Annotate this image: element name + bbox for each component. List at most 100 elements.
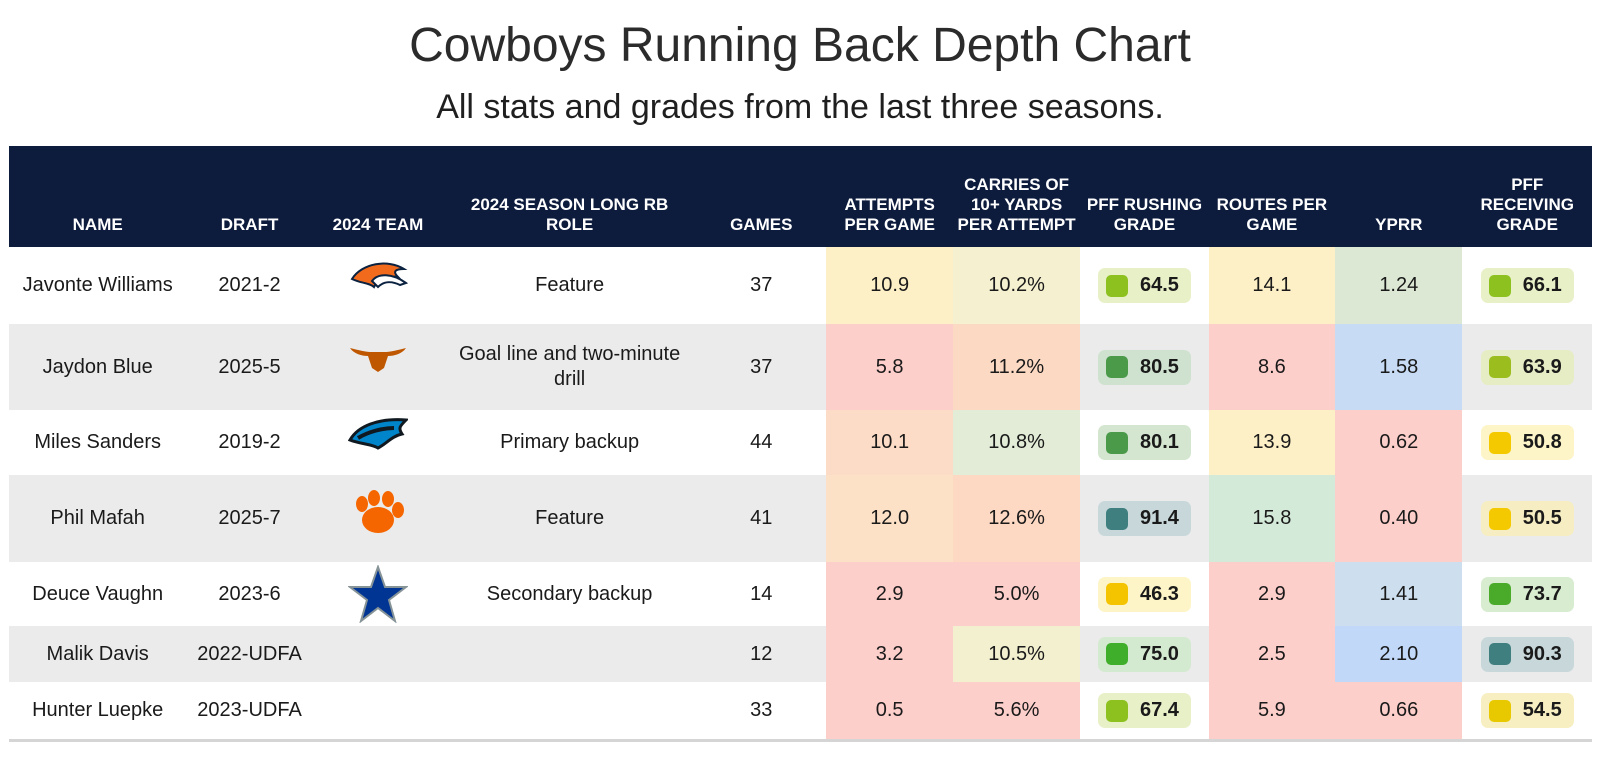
column-header[interactable]: 2024 TEAM — [332, 215, 424, 234]
rushing-grade-cell: 46.3 — [1080, 562, 1208, 626]
receiving-grade-value: 63.9 — [1522, 355, 1562, 378]
grade-color-swatch — [1488, 699, 1511, 722]
games-value: 37 — [750, 274, 773, 296]
team-logo-cell — [313, 410, 443, 475]
games-value: 37 — [750, 355, 773, 378]
draft-value: 2019-2 — [218, 431, 281, 453]
column-header[interactable]: ROUTES PER GAME — [1216, 195, 1328, 234]
grade-color-swatch — [1106, 583, 1128, 605]
table-row: Phil Mafah 2025-7 Feature 41 12.0 12.6% 91.4 15… — [9, 475, 1592, 562]
column-header[interactable]: PFF RECEIVING GRADE — [1480, 175, 1574, 234]
table-row: Jaydon Blue 2025-5 Goal line and two-minut… — [9, 324, 1592, 410]
column-header[interactable]: 2024 SEASON LONG RB ROLE — [470, 195, 669, 234]
routes-per-game-value: 5.9 — [1208, 682, 1336, 739]
player-name: Jaydon Blue — [42, 355, 153, 378]
team-logo-cell — [313, 682, 443, 739]
column-header[interactable]: NAME — [72, 215, 123, 234]
player-name: Hunter Luepke — [32, 699, 164, 721]
rb-role: Feature — [535, 274, 605, 296]
rushing-grade-value: 64.5 — [1140, 274, 1179, 296]
receiving-grade-badge: 73.7 — [1480, 576, 1574, 612]
player-name: Phil Mafah — [50, 507, 145, 529]
rb-role — [443, 682, 696, 739]
rushing-grade-value: 91.4 — [1140, 507, 1179, 529]
games-value: 41 — [750, 507, 773, 529]
rushing-grade-badge: 67.4 — [1098, 693, 1191, 728]
games-value: 12 — [750, 642, 773, 665]
receiving-grade-badge: 54.5 — [1480, 693, 1574, 728]
column-header[interactable]: CARRIES OF 10+ YARDS PER ATTEMPT — [957, 175, 1076, 234]
yprr-value: 0.66 — [1335, 682, 1463, 739]
carries-10-plus-value: 10.8% — [952, 410, 1081, 475]
yprr-value: 0.40 — [1335, 475, 1463, 562]
clemson-logo — [355, 489, 404, 533]
rushing-grade-badge: 91.4 — [1098, 501, 1191, 536]
receiving-grade-value: 66.1 — [1522, 274, 1562, 296]
grade-color-swatch — [1106, 699, 1128, 722]
routes-per-game-value: 2.5 — [1208, 626, 1336, 682]
yprr-value: 0.62 — [1335, 410, 1463, 475]
attempts-per-game-value: 0.5 — [826, 682, 953, 739]
attempts-per-game-value: 10.1 — [826, 410, 953, 475]
routes-per-game-value: 15.8 — [1208, 475, 1336, 562]
rb-role: Goal line and two-minute drill — [458, 343, 681, 390]
table-row: Javonte Williams 2021-2 Feature 37 10.9 10.2%… — [9, 247, 1592, 324]
panthers-logo — [347, 417, 408, 450]
column-header[interactable]: YPRR — [1375, 215, 1423, 234]
receiving-grade-cell: 90.3 — [1462, 626, 1592, 682]
receiving-grade-cell: 50.8 — [1462, 410, 1592, 475]
team-logo-cell — [313, 475, 443, 562]
grade-color-swatch — [1106, 643, 1128, 665]
column-header[interactable]: GAMES — [730, 215, 793, 234]
table-row: Deuce Vaughn 2023-6 Secondary backup 14 2.9 5… — [9, 562, 1592, 626]
table-row: Miles Sanders 2019-2 Primary backup 44 10.1 1… — [9, 410, 1592, 475]
routes-per-game-value: 14.1 — [1208, 247, 1336, 324]
rushing-grade-cell: 64.5 — [1080, 247, 1208, 324]
carries-10-plus-value: 12.6% — [952, 475, 1081, 562]
grade-color-swatch — [1488, 356, 1511, 378]
carries-10-plus-value: 5.0% — [952, 562, 1081, 626]
carries-10-plus-value: 10.5% — [952, 626, 1081, 682]
draft-value: 2025-5 — [218, 355, 281, 378]
rushing-grade-badge: 80.1 — [1098, 425, 1191, 460]
player-name: Javonte Williams — [22, 274, 173, 296]
team-logo-cell — [313, 626, 443, 682]
table-row: Hunter Luepke 2023-UDFA 33 0.5 5.6% 67.4 5.9 0.… — [9, 682, 1592, 739]
receiving-grade-cell: 50.5 — [1462, 475, 1592, 562]
receiving-grade-value: 90.3 — [1522, 642, 1562, 665]
column-header[interactable]: PFF RUSHING GRADE — [1086, 195, 1203, 234]
draft-value: 2025-7 — [218, 507, 281, 529]
carries-10-plus-value: 5.6% — [952, 682, 1081, 739]
carries-10-plus-value: 11.2% — [952, 324, 1081, 410]
games-value: 14 — [750, 582, 773, 605]
rushing-grade-badge: 46.3 — [1098, 576, 1191, 612]
rushing-grade-cell: 75.0 — [1080, 626, 1208, 682]
attempts-per-game-value: 10.9 — [826, 247, 953, 324]
receiving-grade-badge: 50.5 — [1480, 501, 1574, 536]
grade-color-swatch — [1106, 507, 1128, 530]
rushing-grade-cell: 80.5 — [1080, 324, 1208, 410]
rushing-grade-cell: 80.1 — [1080, 410, 1208, 475]
rushing-grade-value: 80.5 — [1140, 355, 1179, 378]
games-value: 33 — [750, 699, 773, 721]
rb-role: Primary backup — [500, 431, 640, 453]
table-bottom-rule — [9, 739, 1592, 742]
yprr-value: 2.10 — [1335, 626, 1463, 682]
rb-role — [443, 626, 696, 682]
games-value: 44 — [750, 431, 773, 453]
column-header[interactable]: DRAFT — [220, 215, 279, 234]
routes-per-game-value: 2.9 — [1208, 562, 1336, 626]
rushing-grade-badge: 75.0 — [1098, 636, 1191, 672]
receiving-grade-value: 54.5 — [1522, 699, 1562, 721]
column-header[interactable]: ATTEMPTS PER GAME — [844, 195, 935, 234]
page-title: Cowboys Running Back Depth Chart — [409, 19, 1191, 72]
receiving-grade-badge: 66.1 — [1480, 268, 1574, 303]
yprr-value: 1.24 — [1335, 247, 1463, 324]
receiving-grade-badge: 63.9 — [1480, 349, 1574, 385]
carries-10-plus-value: 10.2% — [952, 247, 1081, 324]
attempts-per-game-value: 3.2 — [826, 626, 953, 682]
yprr-value: 1.41 — [1335, 562, 1463, 626]
receiving-grade-badge: 50.8 — [1480, 425, 1574, 460]
rushing-grade-cell: 67.4 — [1080, 682, 1208, 739]
routes-per-game-value: 8.6 — [1208, 324, 1336, 410]
